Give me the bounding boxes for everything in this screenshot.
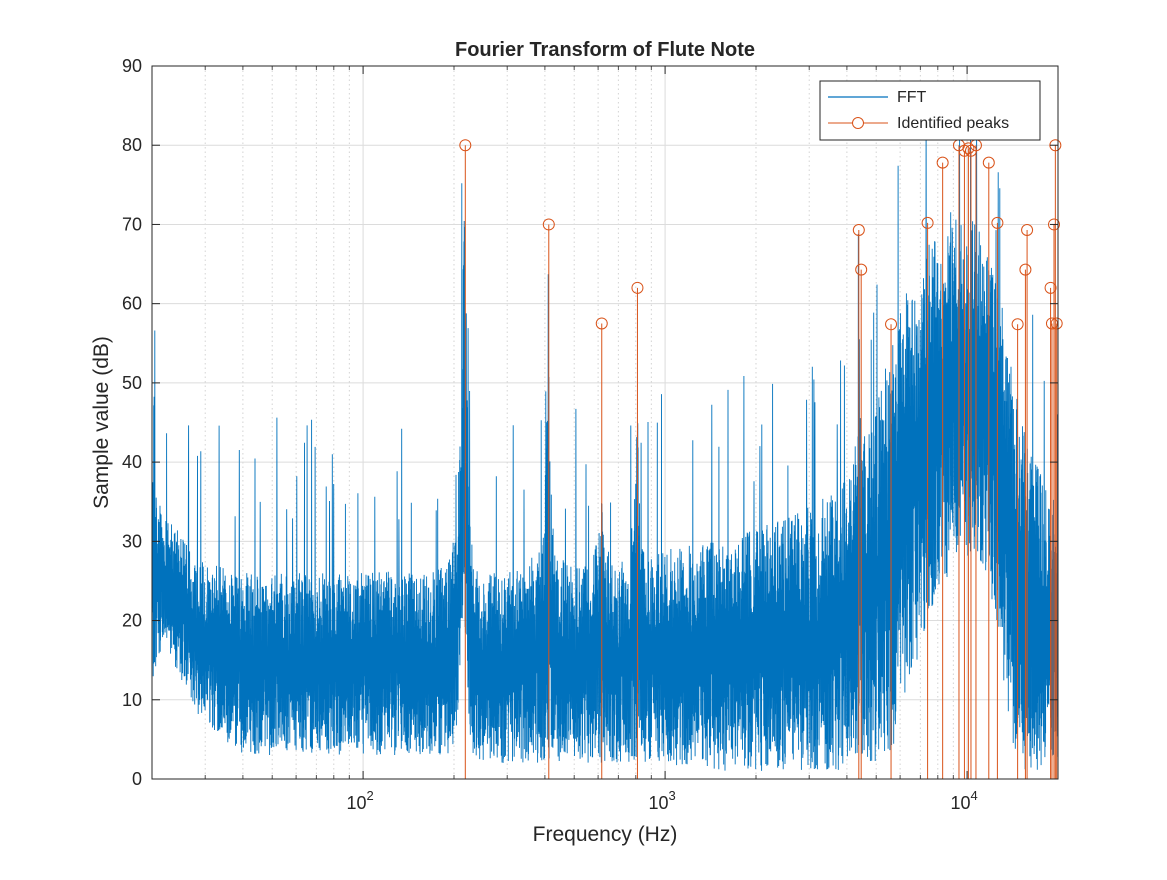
y-tick-label: 30 xyxy=(122,531,142,551)
peak-marker xyxy=(855,263,868,276)
data-layer xyxy=(152,97,1063,779)
peak-marker xyxy=(1044,281,1057,294)
x-tick-label: 103 xyxy=(648,788,675,813)
y-tick-label: 20 xyxy=(122,611,142,631)
peak-marker xyxy=(631,281,644,294)
peak-marker xyxy=(991,216,1004,229)
legend-peaks-label: Identified peaks xyxy=(897,115,1009,132)
legend-peaks-marker xyxy=(852,117,864,129)
y-tick-label: 0 xyxy=(132,769,142,789)
peak-marker xyxy=(852,223,865,236)
peak-marker xyxy=(962,142,975,155)
y-tick-label: 80 xyxy=(122,135,142,155)
peak-marker xyxy=(1021,223,1034,236)
y-axis-label: Sample value (dB) xyxy=(90,336,113,509)
peak-marker xyxy=(1050,317,1063,330)
peak-marker xyxy=(595,317,608,330)
peak-marker xyxy=(1049,139,1062,152)
chart-title: Fourier Transform of Flute Note xyxy=(455,39,755,61)
peak-marker xyxy=(1011,318,1024,331)
x-tick-label-base: 10 xyxy=(346,793,366,813)
x-tick-label: 102 xyxy=(346,788,373,813)
x-tick-label: 104 xyxy=(950,788,977,813)
y-tick-label: 50 xyxy=(122,373,142,393)
peak-marker xyxy=(1019,263,1032,276)
y-tick-label: 10 xyxy=(122,690,142,710)
peak-marker xyxy=(542,218,555,231)
y-tick-label: 40 xyxy=(122,452,142,472)
peak-marker xyxy=(921,216,934,229)
x-tick-label-exponent: 3 xyxy=(668,788,675,803)
x-tick-label-exponent: 2 xyxy=(366,788,373,803)
axes-box xyxy=(151,65,1059,780)
peak-marker xyxy=(885,318,898,331)
peak-marker xyxy=(1048,218,1061,231)
x-tick-label-base: 10 xyxy=(648,793,668,813)
x-tick-label-exponent: 4 xyxy=(970,788,977,803)
peak-marker xyxy=(982,156,995,169)
legend: FFT Identified peaks xyxy=(819,80,1041,141)
legend-box xyxy=(819,80,1041,141)
fft-series-line xyxy=(152,97,1058,771)
peak-marker xyxy=(1045,317,1058,330)
peak-marker xyxy=(936,156,949,169)
y-tick-label: 90 xyxy=(122,56,142,76)
x-axis-label: Frequency (Hz) xyxy=(533,823,678,846)
legend-fft-label: FFT xyxy=(897,89,927,106)
x-tick-label-base: 10 xyxy=(950,793,970,813)
peak-marker xyxy=(459,139,472,152)
y-tick-label: 70 xyxy=(122,214,142,234)
y-tick-label: 60 xyxy=(122,294,142,314)
